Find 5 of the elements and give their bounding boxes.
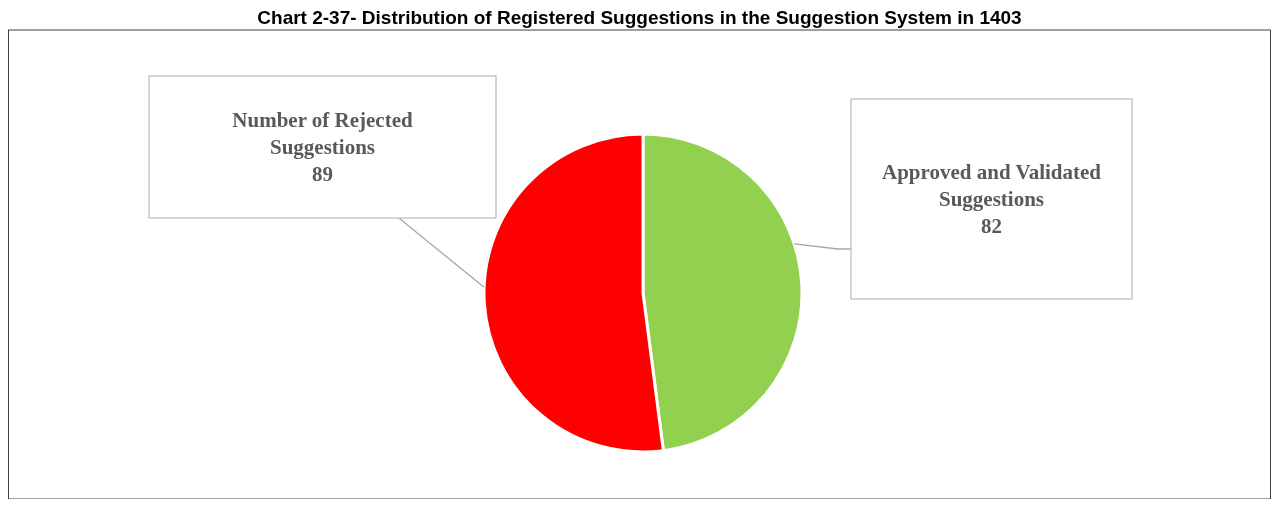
data-label: 82 — [981, 214, 1002, 238]
chart-title: Chart 2-37- Distribution of Registered Suggestions in the Suggestion System in 1403 — [257, 7, 1022, 28]
slice-label: Number of Rejected Suggestions — [232, 108, 414, 159]
data-label: 89 — [312, 162, 333, 186]
slice-label: Approved and Validated Suggestions — [881, 160, 1102, 211]
